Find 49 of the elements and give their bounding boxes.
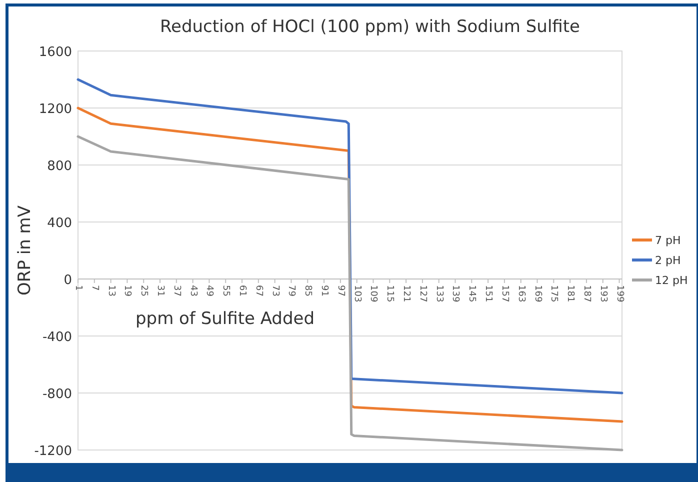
x-tick-label: 61: [237, 285, 248, 296]
x-tick-label: 37: [171, 285, 182, 296]
y-tick-label: 1200: [38, 102, 72, 117]
x-tick-label: 43: [188, 285, 198, 296]
y-tick-label: 800: [47, 159, 72, 174]
y-tick-label: 0: [64, 273, 72, 288]
x-tick-label: 109: [368, 285, 378, 302]
x-tick-label: 139: [450, 285, 460, 302]
y-tick-label: 1600: [38, 45, 72, 60]
x-tick-label: 115: [384, 285, 395, 302]
x-tick-label: 193: [598, 285, 608, 302]
x-tick-label: 31: [155, 285, 166, 296]
x-tick-label: 145: [466, 285, 477, 302]
x-tick-label: 7: [89, 285, 100, 291]
legend-label: 2 pH: [655, 254, 681, 267]
x-tick-label: 103: [352, 285, 362, 302]
x-tick-label: 133: [434, 285, 444, 302]
x-tick-label: 19: [122, 285, 132, 297]
legend-label: 7 pH: [655, 234, 681, 247]
y-axis-title: ORP in mV: [15, 205, 35, 296]
x-tick-label: 157: [499, 285, 510, 302]
x-tick-label: 91: [319, 285, 330, 296]
y-tick-label: 400: [47, 216, 72, 231]
chart-title: Reduction of HOCl (100 ppm) with Sodium Sulfite: [160, 17, 580, 37]
x-tick-label: 175: [548, 285, 559, 302]
line-series: [76, 135, 624, 452]
x-tick-label: 55: [220, 285, 231, 296]
y-tick-label: -1200: [34, 444, 72, 459]
x-tick-label: 127: [417, 285, 428, 302]
y-tick-label: -800: [42, 387, 72, 402]
x-tick-label: 199: [614, 285, 624, 302]
x-tick-label: 151: [483, 285, 494, 302]
x-tick-label: 49: [204, 285, 214, 297]
x-tick-label: 97: [335, 285, 346, 296]
x-tick-label: 85: [302, 285, 313, 296]
x-tick-label: 121: [401, 285, 412, 302]
x-tick-label: 79: [286, 285, 296, 297]
x-tick-label: 1: [73, 285, 83, 291]
x-tick-label: 13: [106, 285, 116, 296]
x-axis-title: ppm of Sulfite Added: [135, 309, 315, 329]
x-tick-label: 181: [565, 285, 576, 302]
legend-label: 12 pH: [655, 274, 688, 287]
x-tick-label: 25: [138, 285, 149, 296]
x-tick-label: 73: [270, 285, 280, 296]
x-tick-label: 169: [532, 285, 542, 302]
x-tick-label: 187: [581, 285, 592, 302]
x-tick-label: 163: [516, 285, 526, 302]
x-tick-label: 67: [253, 285, 264, 296]
y-tick-label: -400: [42, 330, 72, 345]
